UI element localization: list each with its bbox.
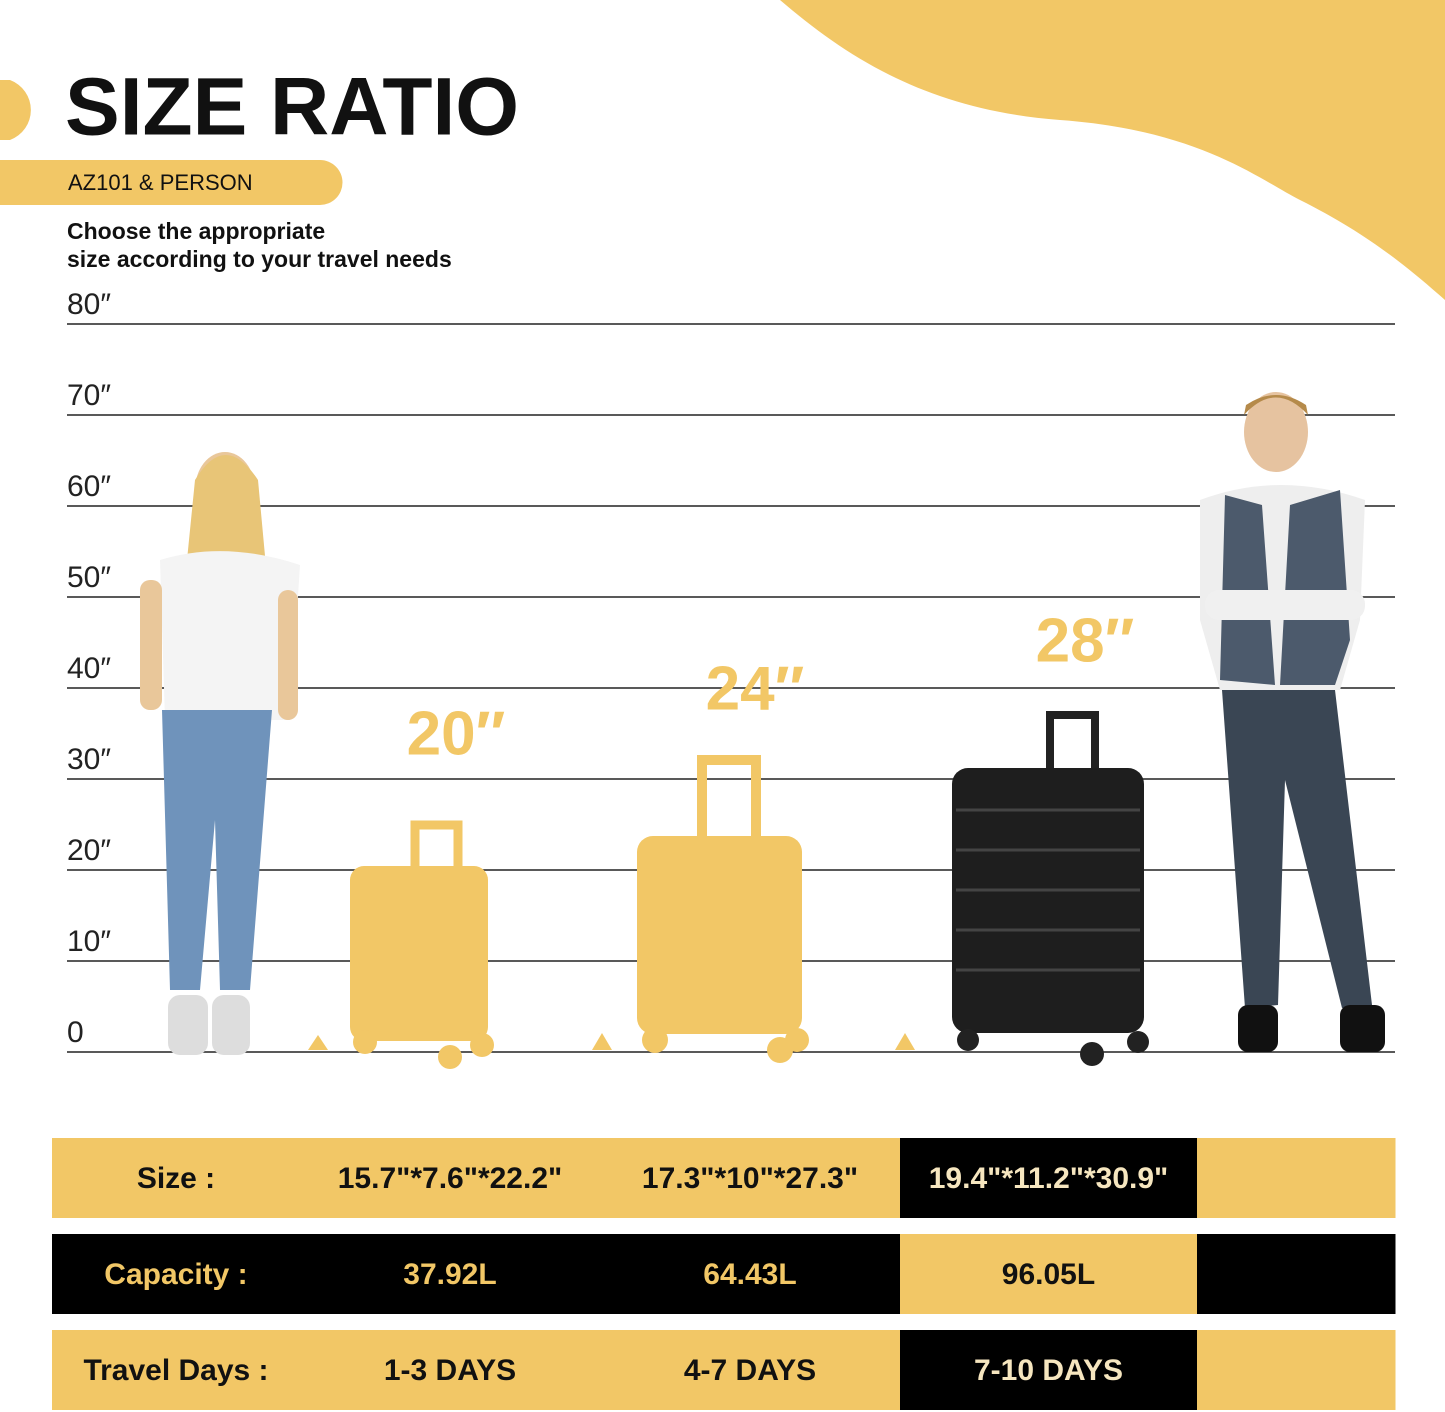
corner-blob [780, 0, 1445, 300]
table-cell [900, 1138, 1198, 1218]
table-text: Size : [137, 1162, 215, 1195]
table-cell [600, 1138, 901, 1218]
table-text: 19.4"*11.2"*30.9" [929, 1162, 1169, 1195]
table-cell [52, 1138, 301, 1218]
table-cell [1197, 1234, 1396, 1314]
table-text: 1-3 DAYS [384, 1354, 516, 1387]
scale-label: 20″ [67, 834, 111, 867]
title: SIZE RATIO [65, 62, 519, 153]
table-cell [300, 1330, 601, 1410]
scale-label: 30″ [67, 743, 111, 776]
scale-label: 80″ [67, 288, 111, 321]
table-text: 37.92L [403, 1258, 496, 1291]
size-label: 28″ [1036, 606, 1135, 675]
woman-figure [140, 452, 300, 1055]
tag: AZ101 & PERSON [68, 170, 253, 195]
suitcase-28 [952, 711, 1149, 1066]
tag-pill [0, 160, 343, 205]
table-cell [900, 1330, 1198, 1410]
intro-line: Choose the appropriate [67, 218, 325, 244]
scale-label: 40″ [67, 652, 111, 685]
man-figure [1200, 392, 1385, 1052]
table-text: 17.3"*10"*27.3" [642, 1162, 858, 1195]
table-cell [1197, 1138, 1396, 1218]
table-text: 4-7 DAYS [684, 1354, 816, 1387]
table-cell [52, 1330, 301, 1410]
table-cell [600, 1330, 901, 1410]
suitcase-24 [592, 755, 915, 1063]
table-text: 15.7"*7.6"*22.2" [338, 1162, 563, 1195]
scale-label: 70″ [67, 379, 111, 412]
scale-label: 10″ [67, 925, 111, 958]
table-cell [1197, 1330, 1396, 1410]
scale-label: 0 [67, 1016, 84, 1049]
table-cell [600, 1234, 901, 1314]
table-text: 64.43L [703, 1258, 796, 1291]
scale-label: 60″ [67, 470, 111, 503]
table-cell [52, 1234, 301, 1314]
title-dot [0, 80, 31, 140]
table-text: 96.05L [1002, 1258, 1095, 1291]
table-cell [300, 1234, 601, 1314]
intro-line: size according to your travel needs [67, 246, 452, 272]
scale-label: 50″ [67, 561, 111, 594]
table-cell [300, 1138, 601, 1218]
table-text: 7-10 DAYS [974, 1354, 1123, 1387]
size-label: 20″ [407, 699, 506, 768]
table-text: Capacity : [104, 1258, 247, 1291]
spec-table: Size : 15.7"*7.6"*22.2" 17.3"*10"*27.3" 19.… [52, 1138, 1396, 1410]
suitcase-20 [308, 820, 494, 1069]
table-text: Travel Days : [83, 1354, 268, 1387]
size-label: 24″ [706, 654, 805, 723]
table-cell [900, 1234, 1198, 1314]
